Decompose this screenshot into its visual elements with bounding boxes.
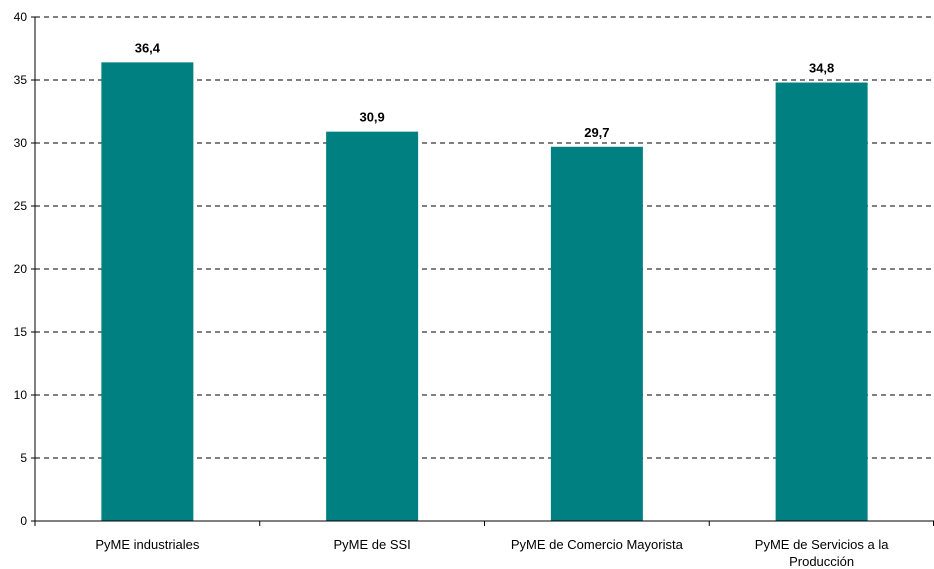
y-tick-label: 0 [20,514,27,528]
y-axis: 0 5 10 15 20 25 30 35 40 [14,10,36,528]
x-category-label-line: PyME industriales [95,537,200,552]
y-tick-label: 15 [14,325,28,339]
y-tick-label: 10 [14,388,28,402]
bar-value-label: 30,9 [359,110,384,125]
y-tick-label: 40 [14,10,28,24]
y-tick-label: 20 [14,262,28,276]
x-category-label-line: PyME de SSI [333,537,410,552]
bar [775,82,868,522]
bars [101,62,868,522]
x-axis: PyME industriales PyME de SSI PyME de Come… [34,520,934,569]
x-category-label-line: Producción [789,554,854,569]
y-tick-label: 5 [20,451,27,465]
data-labels: 36,4 30,9 29,7 34,8 [135,40,835,139]
x-category-label: PyME de Servicios a la Producción [755,537,889,569]
bar [550,146,643,521]
bar-value-label: 36,4 [135,40,161,55]
x-category-label-line: PyME de Servicios a la [755,537,889,552]
y-tick-label: 30 [14,136,28,150]
x-category-label: PyME de SSI [333,537,410,552]
bar-value-label: 29,7 [584,125,609,140]
bar-value-label: 34,8 [809,61,834,76]
x-category-label-line: PyME de Comercio Mayorista [511,537,684,552]
bar [326,131,419,521]
x-category-label: PyME de Comercio Mayorista [511,537,684,552]
x-category-label: PyME industriales [95,537,200,552]
y-tick-label: 35 [14,73,28,87]
bar [101,62,194,522]
y-tick-label: 25 [14,199,28,213]
